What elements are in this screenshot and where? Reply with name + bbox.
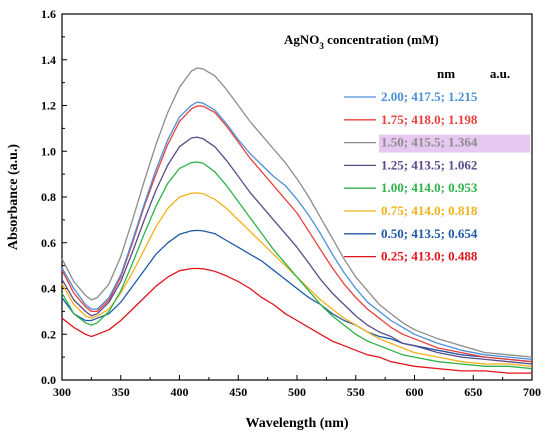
- x-tick-label: 550: [347, 385, 365, 399]
- y-tick-label: 0.2: [41, 327, 56, 341]
- series-line: [61, 136, 533, 365]
- legend-entry-label: 1.75; 418.0; 1.198: [381, 112, 478, 127]
- y-axis-ticks: 0.0 0.2 0.4 0.6 0.8 1.0 1.2 1.4 1.6: [41, 7, 67, 387]
- x-tick-label: 450: [229, 385, 247, 399]
- legend-entry-label: 2.00; 417.5; 1.215: [381, 89, 478, 104]
- x-tick-label: 400: [171, 385, 189, 399]
- legend-title: AgNO3 concentration (mM): [284, 32, 439, 51]
- legend-title-prefix: AgNO: [284, 32, 319, 47]
- y-axis-title: Absorbance (a.u.): [6, 144, 21, 251]
- series-line: [61, 192, 533, 367]
- legend-unit-au: a.u.: [490, 66, 510, 81]
- x-tick-label: 600: [406, 385, 424, 399]
- legend-highlight: [379, 134, 530, 153]
- legend-entry-label: 1.00; 414.0; 0.953: [381, 180, 478, 195]
- legend-unit-nm: nm: [437, 66, 455, 81]
- x-tick-label: 700: [523, 385, 541, 399]
- y-tick-label: 1.2: [41, 99, 56, 113]
- legend-entry-label: 1.50; 415.5; 1.364: [381, 135, 478, 150]
- plot-frame: [61, 13, 533, 381]
- legend-entry-label: 0.50; 413.5; 0.654: [381, 226, 478, 241]
- x-axis-ticks: 300 350 400 450 500 550 600 650 700: [53, 375, 541, 399]
- series-line: [61, 101, 533, 361]
- y-tick-label: 0.6: [41, 236, 56, 250]
- y-tick-label: 1.0: [41, 144, 56, 158]
- series-line: [61, 67, 533, 358]
- y-tick-label: 1.4: [41, 53, 56, 67]
- y-tick-label: 0.0: [41, 373, 56, 387]
- x-tick-label: 650: [464, 385, 482, 399]
- y-tick-label: 0.4: [41, 282, 56, 296]
- legend-entry-label: 0.75; 414.0; 0.818: [381, 203, 478, 218]
- series-line: [61, 161, 533, 370]
- legend-title-subscript: 3: [319, 41, 324, 51]
- series-line: [61, 267, 532, 374]
- x-axis-title: Wavelength (nm): [245, 416, 348, 431]
- series-line: [61, 105, 533, 363]
- legend-title-suffix: concentration (mM): [324, 32, 439, 47]
- legend: AgNO3 concentration (mM) nm a.u. 2.00; 4…: [284, 32, 530, 264]
- x-tick-label: 300: [53, 385, 71, 399]
- legend-entry-label: 1.25; 413.5; 1.062: [381, 157, 477, 172]
- legend-entry-label: 0.25; 413.0; 0.488: [381, 249, 478, 264]
- x-tick-label: 500: [288, 385, 306, 399]
- y-tick-label: 0.8: [41, 190, 56, 204]
- y-tick-label: 1.6: [41, 7, 56, 21]
- legend-entries: 2.00; 417.5; 1.215 1.75; 418.0; 1.198 1.50…: [344, 89, 530, 264]
- series-lines: [61, 67, 533, 374]
- x-tick-label: 350: [112, 385, 130, 399]
